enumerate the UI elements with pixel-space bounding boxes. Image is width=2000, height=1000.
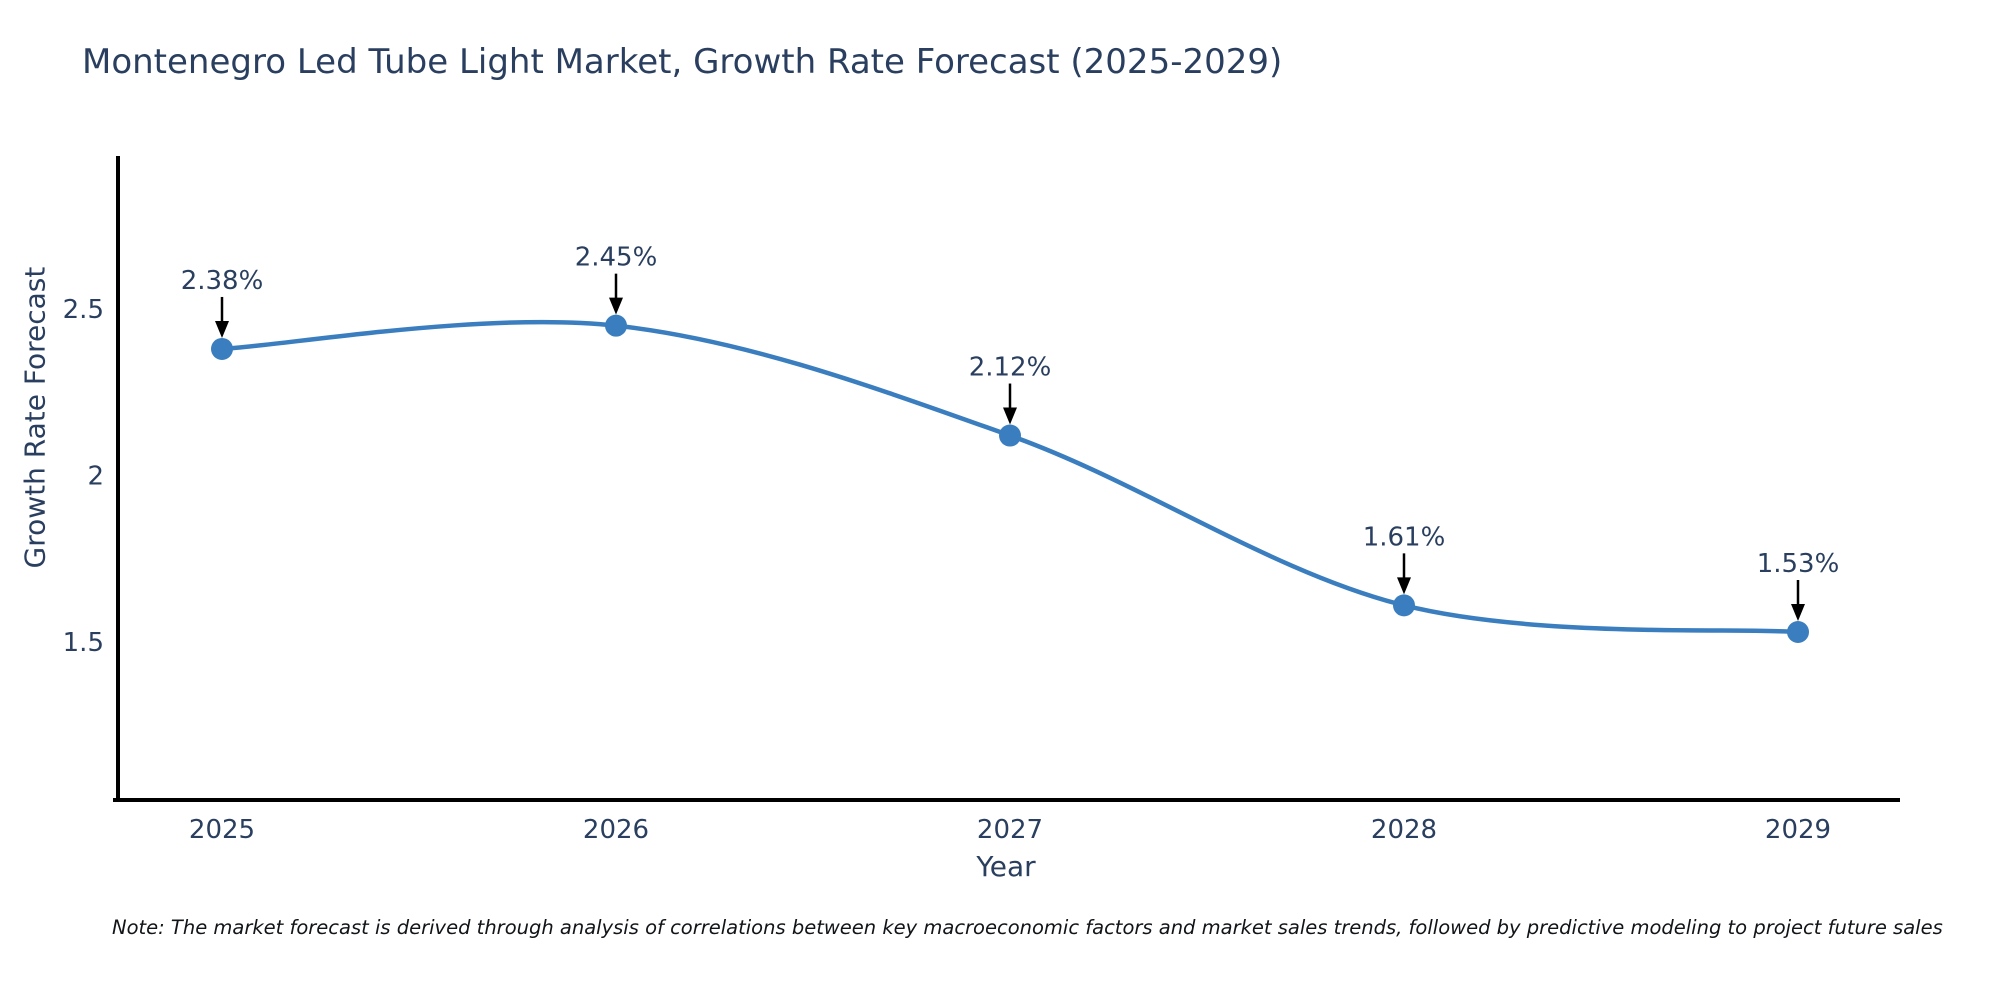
annotation-arrow-head (1003, 407, 1017, 425)
annotation-label: 2.38% (181, 266, 264, 296)
y-tick-label: 2 (87, 462, 104, 492)
x-tick-label: 2027 (977, 815, 1043, 845)
annotation-arrow-head (215, 320, 229, 338)
x-tick-label: 2028 (1371, 815, 1437, 845)
x-axis-title: Year (976, 850, 1036, 883)
data-point-2027 (999, 424, 1021, 447)
annotation-label: 2.45% (575, 243, 658, 273)
x-tick-label: 2026 (583, 815, 649, 845)
annotation-label: 2.12% (969, 353, 1052, 383)
footnote: Note: The market forecast is derived thr… (112, 916, 1943, 939)
y-axis-title: Growth Rate Forecast (18, 266, 52, 569)
annotation-label: 1.61% (1363, 522, 1446, 552)
y-tick-label: 1.5 (63, 628, 104, 658)
annotation-arrow-head (609, 297, 623, 315)
annotation-label: 1.53% (1757, 549, 1840, 579)
annotation-arrow-head (1397, 577, 1411, 595)
data-point-2028 (1393, 594, 1415, 617)
annotation-arrow-head (1791, 604, 1805, 622)
data-point-2025 (211, 337, 233, 360)
x-tick-label: 2029 (1765, 815, 1831, 845)
chart-title: Montenegro Led Tube Light Market, Growth… (82, 42, 1283, 82)
y-tick-label: 2.5 (63, 295, 104, 325)
data-point-2026 (605, 314, 627, 337)
data-point-2029 (1787, 621, 1809, 644)
x-tick-label: 2025 (189, 815, 255, 845)
